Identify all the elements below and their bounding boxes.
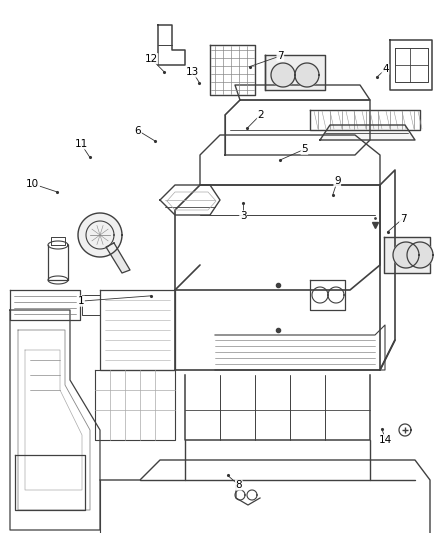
Polygon shape (384, 237, 430, 273)
Text: 9: 9 (334, 176, 341, 186)
Polygon shape (295, 63, 319, 87)
Text: 12: 12 (145, 54, 158, 63)
Text: 7: 7 (277, 51, 284, 61)
Polygon shape (265, 55, 325, 90)
Text: 7: 7 (399, 214, 406, 223)
Polygon shape (407, 242, 433, 268)
Text: 6: 6 (134, 126, 141, 135)
Text: 5: 5 (301, 144, 308, 154)
Text: 1: 1 (78, 296, 85, 306)
Polygon shape (106, 243, 130, 273)
Polygon shape (78, 213, 122, 257)
Text: 14: 14 (379, 435, 392, 445)
Polygon shape (271, 63, 295, 87)
Text: 2: 2 (257, 110, 264, 119)
Text: 13: 13 (186, 67, 199, 77)
Polygon shape (320, 125, 415, 140)
Text: 4: 4 (382, 64, 389, 74)
Text: 8: 8 (235, 480, 242, 490)
Polygon shape (393, 242, 419, 268)
Text: 10: 10 (26, 179, 39, 189)
Text: 3: 3 (240, 211, 247, 221)
Text: 11: 11 (74, 139, 88, 149)
